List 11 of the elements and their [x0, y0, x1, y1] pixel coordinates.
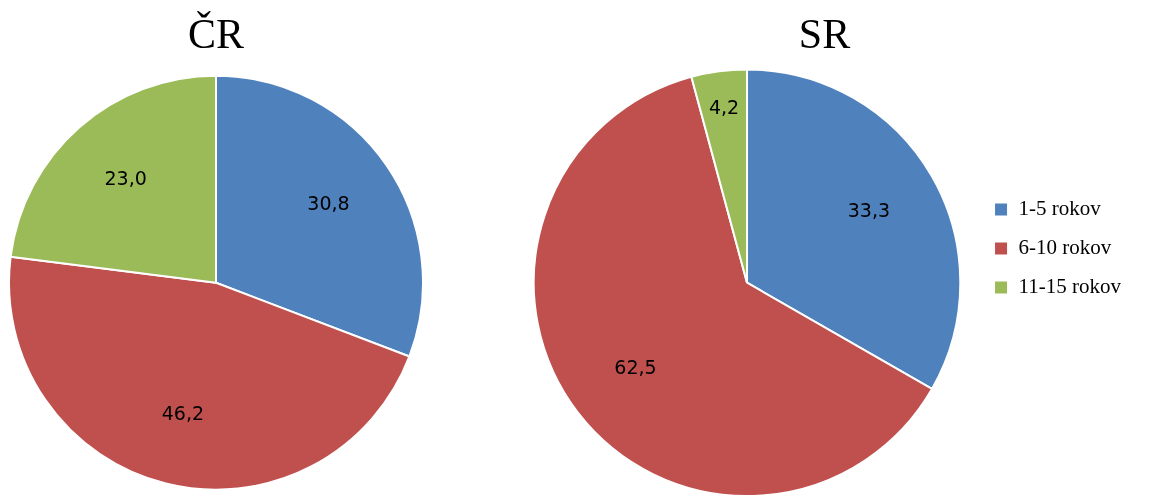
chart-title: ČR: [187, 11, 245, 58]
data-label: 23,0: [104, 167, 147, 190]
legend-label: 1-5 rokov: [1018, 196, 1102, 221]
data-label: 4,2: [708, 96, 740, 119]
data-label: 30,8: [307, 192, 350, 215]
data-label: 33,3: [847, 199, 891, 222]
data-label: 62,5: [614, 355, 657, 378]
data-label: 46,2: [161, 402, 205, 425]
legend-label: 11-15 rokov: [1018, 274, 1122, 299]
legend-label: 6-10 rokov: [1018, 235, 1112, 260]
chart-title: SR: [798, 11, 851, 58]
